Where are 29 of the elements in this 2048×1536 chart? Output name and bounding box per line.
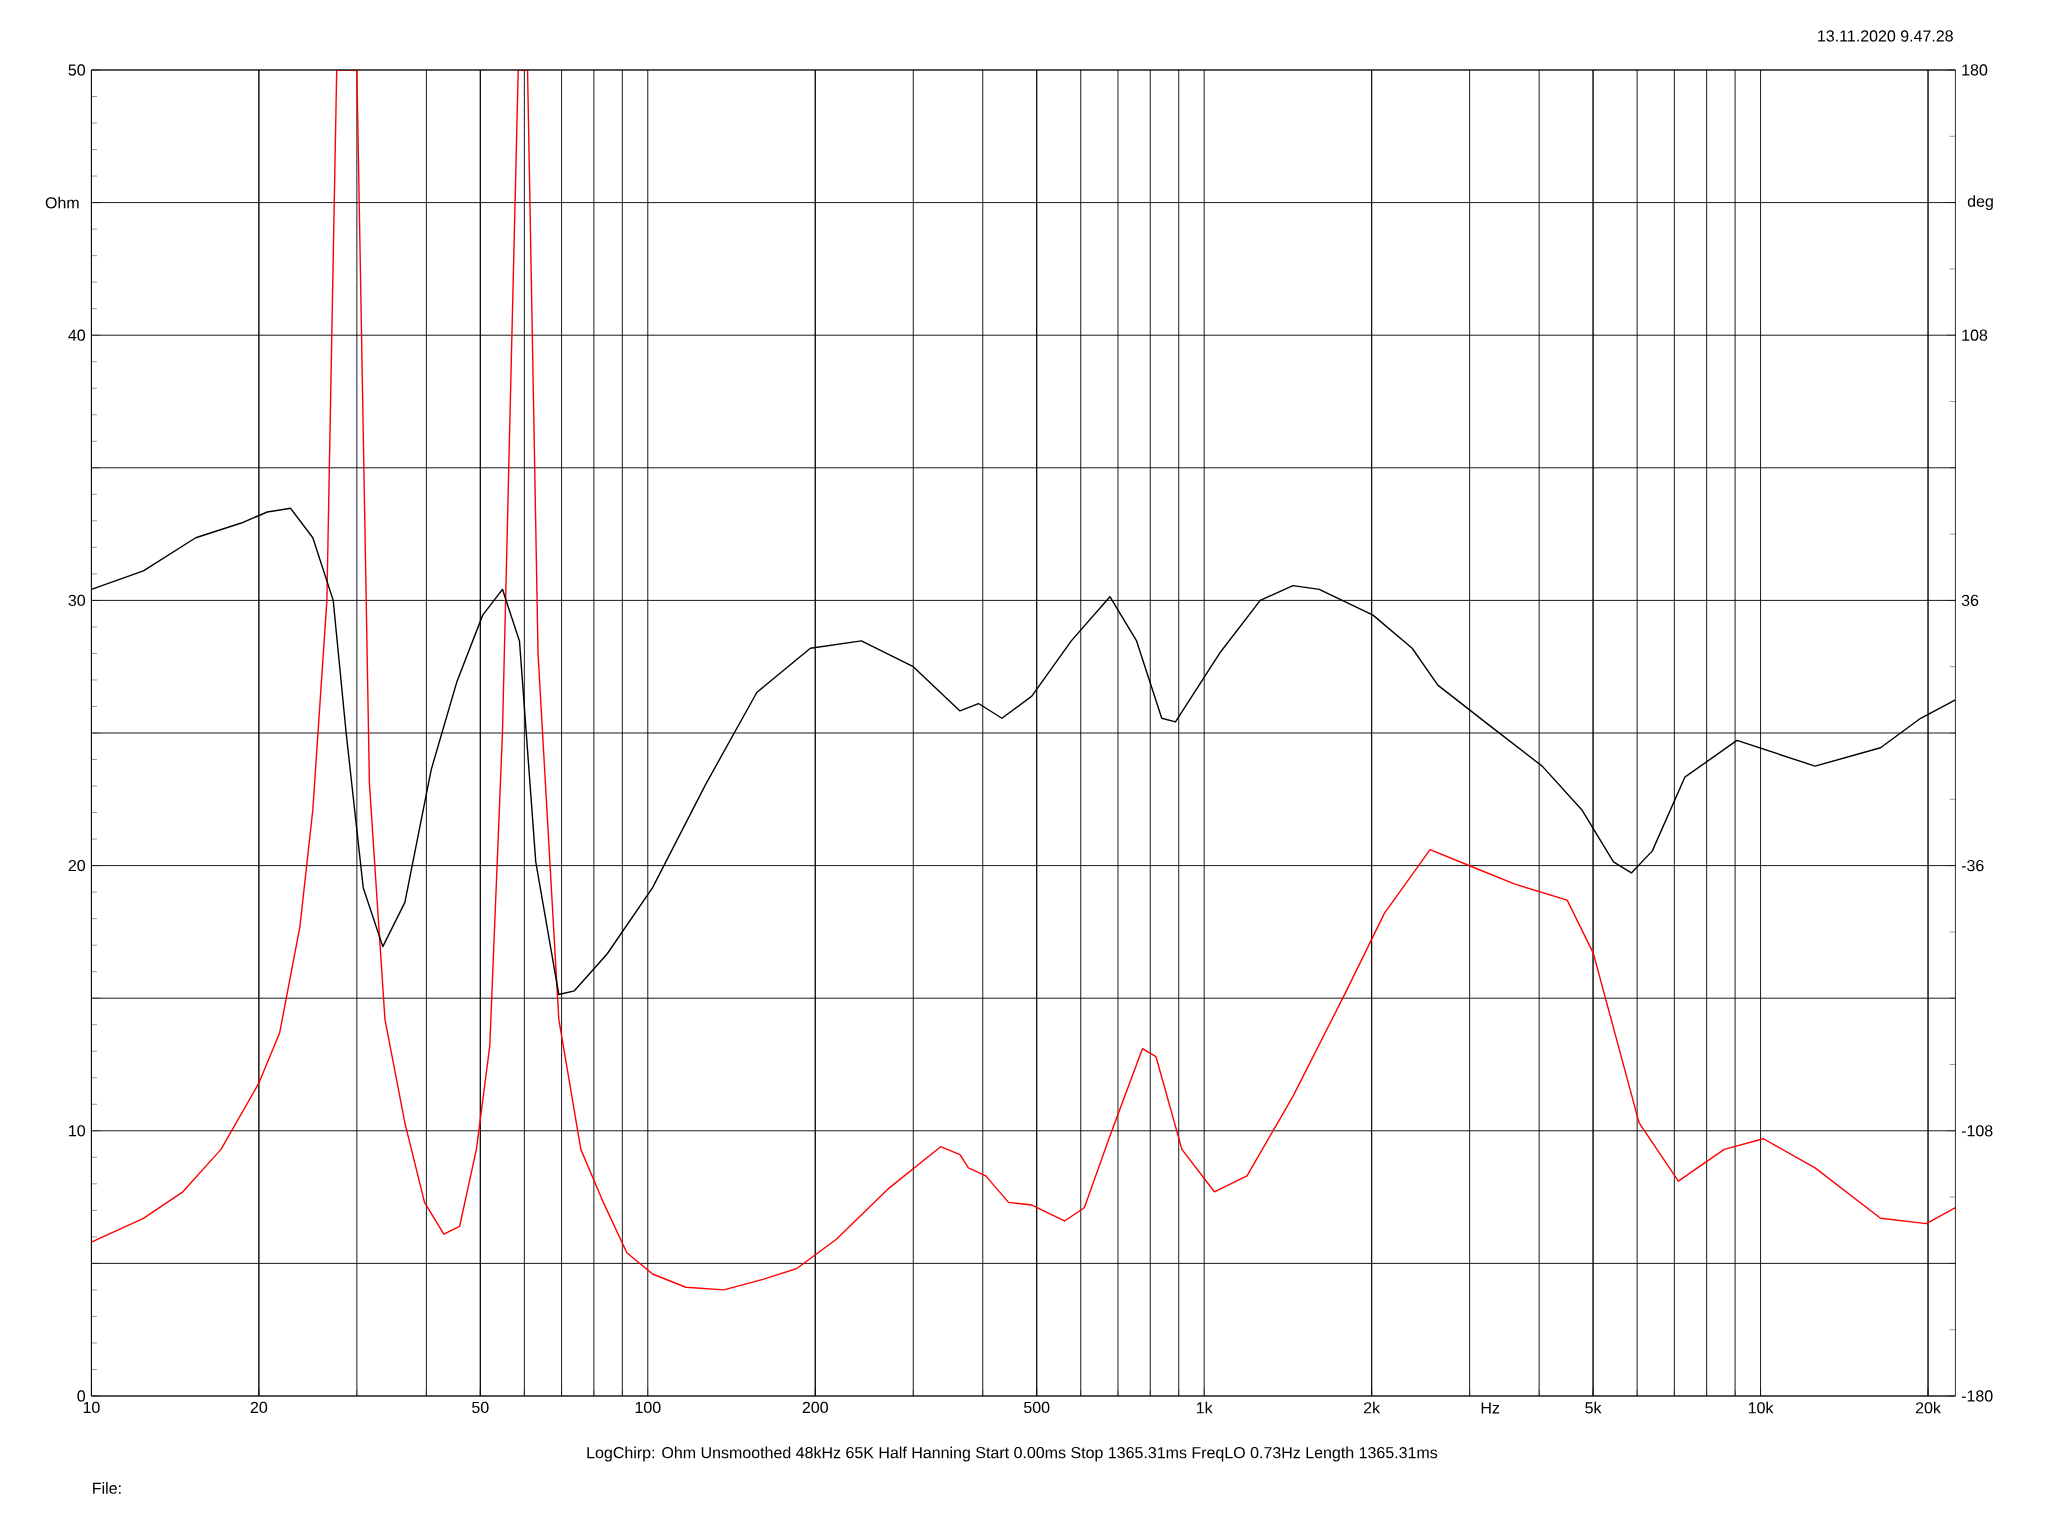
x-tick-label: 10k xyxy=(1748,1401,1774,1414)
y2-tick-label: 180 xyxy=(1962,64,1988,76)
y2-axis-title: deg xyxy=(1967,195,1993,211)
y-axis-title: Ohm xyxy=(45,196,79,209)
x-tick-label: 5k xyxy=(1585,1401,1602,1414)
x-tick-label: 20 xyxy=(250,1401,268,1414)
text: File: xyxy=(93,1482,121,1494)
x-tick-label: 20k xyxy=(1915,1401,1941,1414)
y-tick-label: 50 xyxy=(68,64,86,76)
y-tick-label: 30 xyxy=(68,594,86,607)
text: LogChirp: Ohm Unsmoothed 48kHz 65K Half Hanning Start 0.00ms Stop 1365.31ms FreqLO 0.73Hz Length 1365.31ms xyxy=(587,1446,1438,1462)
x-tick-label: 50 xyxy=(472,1401,489,1414)
y-tick-label: 40 xyxy=(68,329,86,341)
y-tick-label: 10 xyxy=(69,1125,86,1137)
y2-tick-label: -108 xyxy=(1961,1125,1993,1137)
x-tick-label: 100 xyxy=(635,1401,661,1414)
x-tick-label: 2k xyxy=(1364,1401,1381,1414)
x-tick-label: 200 xyxy=(802,1401,828,1414)
x-tick-label: 10 xyxy=(83,1401,100,1414)
y-tick-label: 0 xyxy=(77,1390,86,1402)
text: 13.11.2020 9.47.28 xyxy=(1818,30,1953,42)
x-tick-label: 1k xyxy=(1196,1401,1213,1414)
y-tick-label: 20 xyxy=(68,859,86,872)
y2-tick-label: -36 xyxy=(1961,859,1984,872)
x-tick-label: 500 xyxy=(1023,1401,1050,1414)
y2-tick-label: 108 xyxy=(1962,329,1988,341)
y2-tick-label: -180 xyxy=(1961,1390,1993,1402)
x-axis-title: Hz xyxy=(1481,1402,1500,1414)
y2-tick-label: 36 xyxy=(1961,594,1979,607)
